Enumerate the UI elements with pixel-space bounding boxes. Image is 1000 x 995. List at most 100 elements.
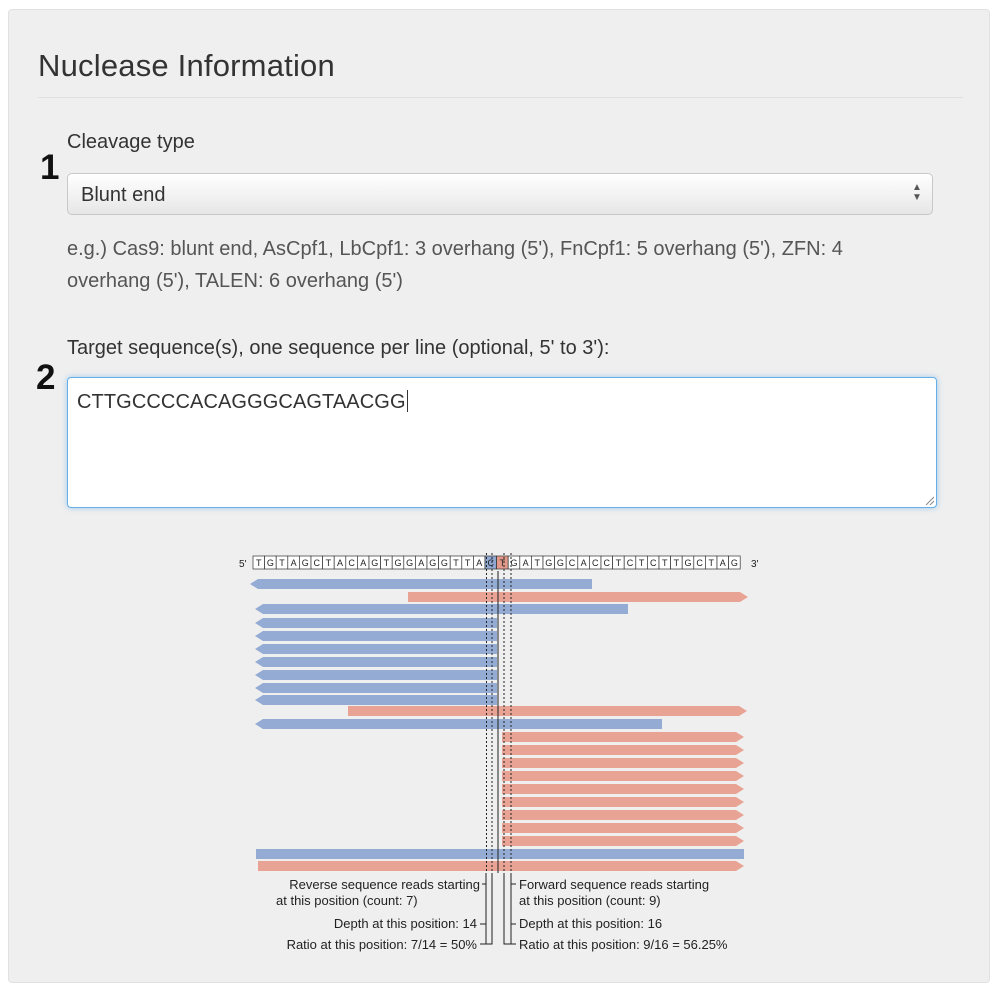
sequence-base-cell: A bbox=[415, 555, 428, 570]
forward-start-label-line2: at this position (count: 9) bbox=[519, 893, 661, 908]
svg-text:A: A bbox=[418, 558, 424, 568]
sequence-base-cell: C bbox=[647, 555, 660, 570]
five-prime-label: 5' bbox=[239, 559, 247, 570]
step-number-2: 2 bbox=[36, 358, 56, 397]
forward-read bbox=[502, 745, 744, 755]
sequence-base-cell: C bbox=[623, 555, 637, 570]
forward-read bbox=[502, 758, 744, 768]
reverse-read bbox=[255, 604, 628, 614]
depth-right-label: Depth at this position: 16 bbox=[519, 916, 662, 931]
sequence-base-cell: G bbox=[264, 555, 277, 570]
svg-text:C: C bbox=[348, 558, 355, 568]
reverse-read bbox=[255, 695, 497, 705]
sequence-base-cell: T bbox=[449, 555, 463, 570]
svg-text:A: A bbox=[360, 558, 366, 568]
svg-text:C: C bbox=[488, 558, 495, 568]
svg-text:T: T bbox=[465, 558, 471, 568]
svg-text:G: G bbox=[302, 558, 309, 568]
svg-text:T: T bbox=[674, 558, 680, 568]
sequence-base-cell: T bbox=[612, 555, 625, 570]
three-prime-label: 3' bbox=[751, 559, 759, 570]
text-caret bbox=[406, 390, 408, 412]
annotation-labels: Reverse sequence reads starting at this … bbox=[276, 877, 728, 952]
reverse-start-label-line2: at this position (count: 7) bbox=[276, 893, 418, 908]
svg-text:T: T bbox=[534, 558, 540, 568]
sequence-base-cell: C bbox=[565, 555, 579, 570]
svg-text:C: C bbox=[650, 558, 657, 568]
cleavage-type-label: Cleavage type bbox=[67, 131, 195, 153]
svg-text:T: T bbox=[326, 558, 332, 568]
sequence-base-cell: A bbox=[519, 555, 532, 570]
svg-text:A: A bbox=[581, 558, 587, 568]
svg-text:T: T bbox=[500, 558, 506, 568]
target-sequence-input[interactable]: CTTGCCCCACAGGGCAGTAACGG bbox=[67, 377, 937, 508]
sequence-base-cell: G bbox=[542, 555, 555, 570]
svg-text:A: A bbox=[476, 558, 482, 568]
sequence-base-cell: A bbox=[473, 555, 486, 570]
resize-grip-icon[interactable] bbox=[924, 495, 934, 505]
forward-read bbox=[502, 823, 744, 833]
reverse-read bbox=[255, 618, 497, 628]
forward-read bbox=[502, 836, 744, 846]
sequence-base-cell: G bbox=[438, 555, 451, 570]
svg-text:C: C bbox=[604, 558, 611, 568]
svg-text:C: C bbox=[627, 558, 634, 568]
sequence-base-cell: G bbox=[299, 555, 312, 570]
nuclease-panel: Nuclease Information Cleavage type Blunt… bbox=[8, 9, 990, 983]
forward-read bbox=[502, 797, 744, 807]
svg-text:C: C bbox=[314, 558, 321, 568]
reverse-read bbox=[255, 670, 497, 680]
target-sequence-label: Target sequence(s), one sequence per lin… bbox=[67, 337, 610, 359]
sequence-base-cell: C bbox=[589, 555, 602, 570]
sequence-base-cell: G bbox=[368, 555, 381, 570]
svg-text:G: G bbox=[406, 558, 413, 568]
svg-text:T: T bbox=[256, 558, 262, 568]
svg-text:G: G bbox=[684, 558, 691, 568]
forward-read bbox=[502, 784, 744, 794]
sequence-base-cell: G bbox=[391, 555, 405, 570]
sequence-base-cell: A bbox=[577, 555, 590, 570]
annotation-connectors bbox=[480, 873, 516, 945]
sequence-base-cell: T bbox=[658, 555, 671, 570]
cleavage-type-value: Blunt end bbox=[81, 184, 166, 206]
svg-text:C: C bbox=[592, 558, 599, 568]
reverse-read bbox=[255, 631, 497, 641]
reverse-start-label: Reverse sequence reads starting bbox=[289, 877, 480, 892]
sequence-base-cell: T bbox=[635, 555, 648, 570]
svg-text:T: T bbox=[639, 558, 645, 568]
svg-text:G: G bbox=[429, 558, 436, 568]
sequence-base-cell: C bbox=[693, 555, 706, 570]
sequence-base-cell: A bbox=[287, 555, 300, 570]
svg-text:A: A bbox=[291, 558, 297, 568]
sequence-base-cell: A bbox=[716, 555, 729, 570]
svg-text:A: A bbox=[720, 558, 726, 568]
sequence-base-cell: T bbox=[670, 555, 683, 570]
sequence-base-cell: G bbox=[681, 555, 695, 570]
title-divider bbox=[38, 97, 963, 98]
step-number-1: 1 bbox=[40, 148, 60, 187]
cleavage-type-select[interactable]: Blunt end ▲ ▼ bbox=[67, 173, 933, 215]
sequence-base-cell: T bbox=[252, 555, 265, 570]
forward-read bbox=[348, 706, 747, 716]
sequence-base-cell: T bbox=[461, 555, 474, 570]
reverse-read bbox=[250, 579, 592, 589]
svg-text:C: C bbox=[569, 558, 576, 568]
sequence-base-cell: T bbox=[496, 555, 509, 570]
sequence-base-cell: T bbox=[275, 555, 289, 570]
svg-text:T: T bbox=[662, 558, 668, 568]
sequence-base-cell: G bbox=[403, 555, 416, 570]
svg-text:A: A bbox=[337, 558, 343, 568]
svg-text:G: G bbox=[394, 558, 401, 568]
svg-text:A: A bbox=[523, 558, 529, 568]
svg-text:G: G bbox=[267, 558, 274, 568]
forward-read bbox=[502, 810, 744, 820]
svg-text:T: T bbox=[279, 558, 285, 568]
svg-text:G: G bbox=[441, 558, 448, 568]
panel-title: Nuclease Information bbox=[38, 48, 335, 83]
depth-left-label: Depth at this position: 14 bbox=[334, 916, 477, 931]
forward-start-label: Forward sequence reads starting bbox=[519, 877, 709, 892]
sequence-base-cell: G bbox=[507, 555, 521, 570]
forward-read bbox=[502, 732, 744, 742]
sequence-base-cell: G bbox=[554, 555, 567, 570]
